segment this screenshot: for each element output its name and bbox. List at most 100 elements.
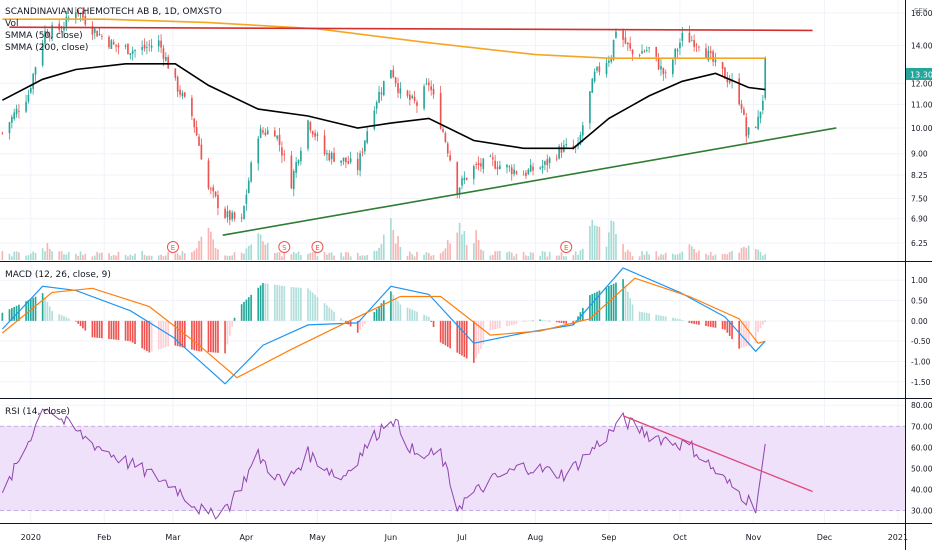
- macd-histogram-bar: [148, 320, 151, 353]
- macd-histogram-bar: [27, 300, 30, 321]
- volume-bar: [162, 256, 165, 260]
- macd-axis[interactable]: 1.00 0.50 0.00 -0.50 -1.00 -1.50: [911, 276, 931, 387]
- candle-body: [292, 171, 295, 190]
- indicator-label-smma50[interactable]: SMMA (50, close): [5, 31, 83, 41]
- volume-bar: [323, 252, 326, 260]
- candle-body: [456, 162, 459, 195]
- price-candles[interactable]: [1, 6, 767, 226]
- volume-bar: [276, 252, 279, 260]
- macd-histogram-bar: [515, 320, 518, 324]
- candle-body: [499, 165, 501, 169]
- candle-body: [41, 43, 44, 66]
- candle-body: [240, 217, 243, 219]
- volume-bar: [41, 248, 44, 260]
- time-axis[interactable]: 2020 Feb Mar Apr May Jun Jul Aug Sep Oct Nov Dec 202…: [21, 533, 908, 542]
- macd-histogram-bar: [596, 291, 598, 321]
- macd-histogram-bar: [60, 315, 63, 321]
- indicator-label-vol[interactable]: Vol: [5, 19, 18, 29]
- macd-histogram-bar: [150, 320, 153, 352]
- candle-body: [615, 31, 617, 38]
- candle-body: [477, 163, 480, 166]
- volume-bar: [605, 246, 608, 260]
- time-tick-label: Mar: [165, 533, 181, 542]
- candle-body: [231, 212, 234, 220]
- macd-histogram-bar: [731, 320, 733, 340]
- volume-bar: [442, 251, 444, 260]
- volume-bar: [596, 225, 598, 260]
- macd-histogram-bar: [380, 303, 383, 321]
- volume-bar: [143, 254, 146, 260]
- macd-histogram-bar: [510, 320, 513, 326]
- candle-body: [638, 55, 641, 56]
- macd-histogram-bar: [96, 320, 98, 338]
- macd-histogram-bar: [84, 320, 87, 331]
- candle-body: [65, 16, 68, 27]
- candle-body: [101, 36, 103, 37]
- macd-histogram-bar: [759, 320, 762, 329]
- macd-histogram-bar: [671, 317, 674, 321]
- volume-bar: [98, 253, 101, 260]
- candle-body: [593, 71, 596, 82]
- macd-histogram-bar: [548, 320, 551, 322]
- macd-histogram-bar: [51, 310, 53, 321]
- candle-body: [529, 164, 532, 172]
- candle-body: [745, 117, 748, 137]
- macd-histogram-bar: [563, 320, 565, 324]
- earnings-marker-circle: [311, 241, 324, 253]
- volume-bar: [148, 255, 151, 260]
- volume-bar: [366, 254, 369, 260]
- volume-bar: [591, 219, 594, 260]
- candle-body: [91, 26, 94, 35]
- volume-bar: [664, 252, 667, 260]
- candle-body: [326, 153, 328, 155]
- volume-bar: [210, 231, 212, 260]
- macd-histogram-bar: [91, 320, 94, 338]
- macd-histogram-bar: [529, 320, 532, 322]
- candle-body: [513, 169, 515, 174]
- volume-bar: [93, 255, 96, 260]
- earnings-marker-circle: [166, 241, 179, 253]
- volume-bar: [425, 252, 428, 260]
- candle-body: [508, 166, 511, 168]
- volume-bar: [638, 256, 641, 260]
- time-tick-label: Jun: [384, 533, 398, 542]
- candle-body: [541, 165, 544, 169]
- macd-histogram-bar: [115, 320, 117, 340]
- resistance-trendline[interactable]: [9, 26, 813, 32]
- volume-bar: [330, 252, 333, 260]
- candle-body: [596, 66, 598, 71]
- volume-bar: [375, 250, 378, 260]
- indicator-label-smma200[interactable]: SMMA (200, close): [5, 43, 88, 53]
- candle-body: [264, 132, 267, 135]
- candle-body: [314, 132, 316, 137]
- rsi-axis[interactable]: 80.00 70.00 60.00 50.00 40.00 30.00: [911, 401, 932, 515]
- price-axis[interactable]: 16.00 14.00 12.00 11.00 10.00 9.00 8.25 7.50 6.9…: [911, 9, 932, 248]
- volume-bar: [333, 255, 335, 260]
- volume-bar: [309, 252, 312, 260]
- macd-histogram-bar: [25, 301, 27, 321]
- macd-histogram-bar: [446, 320, 449, 347]
- volume-bar: [532, 252, 534, 260]
- volume-bar: [46, 243, 49, 260]
- volume-bar: [529, 252, 532, 260]
- candle-body: [645, 50, 648, 52]
- volume-bar: [472, 243, 475, 260]
- time-tick-label: Sep: [601, 533, 616, 542]
- time-tick-label: Dec: [817, 533, 832, 542]
- candle-body: [747, 127, 750, 135]
- candle-body: [193, 118, 196, 128]
- macd-histogram-bar: [574, 320, 577, 322]
- macd-histogram-bar: [593, 292, 596, 321]
- volume-bar: [589, 226, 591, 260]
- volume-bar: [577, 254, 579, 260]
- support-trendline[interactable]: [222, 127, 837, 236]
- candle-body: [465, 177, 468, 180]
- candle-body: [63, 28, 65, 31]
- macd-histogram-bar: [375, 309, 378, 321]
- rsi-trendline[interactable]: [622, 415, 813, 493]
- earnings-marker-label: E: [315, 244, 319, 252]
- candle-body: [84, 16, 87, 25]
- macd-histogram-bar: [544, 320, 546, 321]
